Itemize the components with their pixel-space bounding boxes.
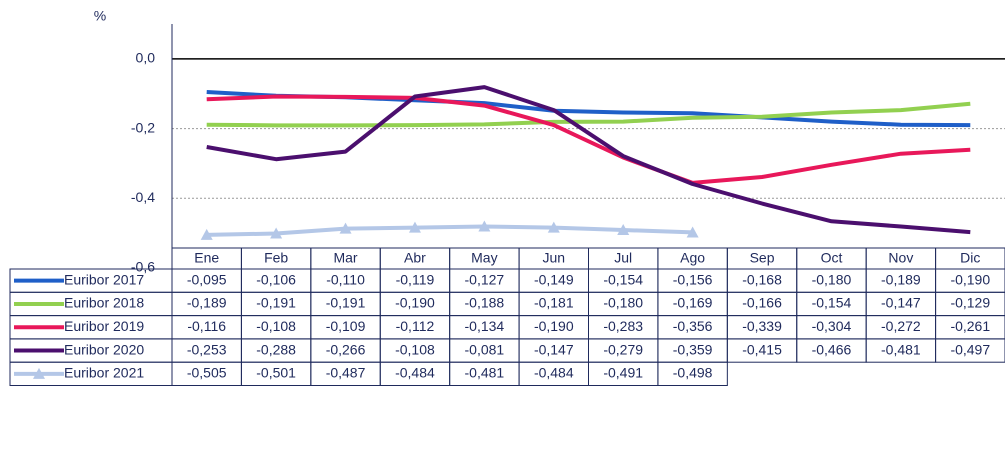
x-tick-label: Ago <box>680 250 705 266</box>
table-value: -0,498 <box>673 365 713 381</box>
table-value: -0,147 <box>881 295 921 311</box>
table-value: -0,266 <box>326 341 366 357</box>
table-value: -0,190 <box>395 295 435 311</box>
x-tick-label: Mar <box>333 250 357 266</box>
table-value: -0,283 <box>603 318 643 334</box>
table-value: -0,095 <box>187 271 227 287</box>
series-marker <box>408 221 421 233</box>
y-tick-label: -0,4 <box>131 189 155 205</box>
table-value: -0,189 <box>187 295 227 311</box>
table-value: -0,112 <box>396 318 435 334</box>
table-value: -0,356 <box>673 318 713 334</box>
x-tick-label: Ene <box>194 250 219 266</box>
x-tick-label: Abr <box>404 250 426 266</box>
legend-label: Euribor 2018 <box>64 295 144 311</box>
table-value: -0,166 <box>742 295 782 311</box>
table-value: -0,127 <box>465 271 505 287</box>
table-value: -0,339 <box>742 318 782 334</box>
table-value: -0,497 <box>950 341 990 357</box>
table-value: -0,272 <box>881 318 921 334</box>
legend-label: Euribor 2019 <box>64 318 144 334</box>
table-value: -0,359 <box>673 341 713 357</box>
table-value: -0,129 <box>950 295 990 311</box>
table-value: -0,279 <box>603 341 643 357</box>
table-value: -0,253 <box>187 341 227 357</box>
x-tick-label: Dic <box>960 250 980 266</box>
table-value: -0,181 <box>534 295 574 311</box>
table-value: -0,156 <box>673 271 713 287</box>
table-value: -0,116 <box>187 318 226 334</box>
series-marker <box>686 226 699 238</box>
series-marker <box>270 227 283 239</box>
x-tick-label: May <box>471 250 497 266</box>
table-value: -0,189 <box>881 271 921 287</box>
series-line <box>206 101 971 128</box>
table-value: -0,147 <box>534 341 574 357</box>
table-value: -0,190 <box>950 271 990 287</box>
table-cell <box>657 361 728 387</box>
y-axis-label: % <box>94 8 106 24</box>
x-tick-label: Jun <box>543 250 566 266</box>
series-marker <box>200 228 213 240</box>
table-value: -0,119 <box>396 271 435 287</box>
table-value: -0,501 <box>256 365 296 381</box>
legend-marker <box>33 367 45 379</box>
table-value: -0,481 <box>465 365 505 381</box>
series-marker <box>339 222 352 234</box>
table-value: -0,505 <box>187 365 227 381</box>
y-tick-label: -0,2 <box>131 119 155 135</box>
table-value: -0,169 <box>673 295 713 311</box>
series-line <box>206 85 971 235</box>
table-value: -0,154 <box>812 295 852 311</box>
legend-label: Euribor 2017 <box>64 271 144 287</box>
table-value: -0,154 <box>603 271 643 287</box>
table-value: -0,190 <box>534 318 574 334</box>
table-value: -0,491 <box>603 365 643 381</box>
series-marker <box>547 221 560 233</box>
x-tick-label: Nov <box>888 250 913 266</box>
table-value: -0,108 <box>256 318 296 334</box>
table-value: -0,134 <box>465 318 505 334</box>
table-value: -0,191 <box>326 295 366 311</box>
table-value: -0,081 <box>465 341 505 357</box>
x-tick-label: Sep <box>750 250 775 266</box>
table-value: -0,108 <box>395 341 435 357</box>
table-value: -0,288 <box>256 341 296 357</box>
table-value: -0,188 <box>465 295 505 311</box>
legend-label: Euribor 2021 <box>64 365 144 381</box>
table-value: -0,109 <box>326 318 366 334</box>
table-value: -0,191 <box>256 295 296 311</box>
table-value: -0,481 <box>881 341 921 357</box>
table-value: -0,261 <box>950 318 990 334</box>
y-tick-label: -0,6 <box>131 259 155 275</box>
legend-label: Euribor 2020 <box>64 341 144 357</box>
x-tick-label: Oct <box>821 250 843 266</box>
table-value: -0,466 <box>812 341 852 357</box>
x-tick-label: Jul <box>614 250 632 266</box>
y-tick-label: 0,0 <box>136 50 156 66</box>
table-value: -0,484 <box>534 365 574 381</box>
x-tick-label: Feb <box>264 250 288 266</box>
series-line <box>206 224 693 237</box>
table-value: -0,168 <box>742 271 782 287</box>
table-value: -0,487 <box>326 365 366 381</box>
table-value: -0,106 <box>256 271 296 287</box>
table-value: -0,304 <box>812 318 852 334</box>
table-value: -0,484 <box>395 365 435 381</box>
series-marker <box>617 224 630 236</box>
table-value: -0,149 <box>534 271 574 287</box>
table-value: -0,180 <box>812 271 852 287</box>
table-value: -0,110 <box>326 271 365 287</box>
series-marker <box>478 220 491 232</box>
table-value: -0,180 <box>603 295 643 311</box>
series-line <box>206 94 971 185</box>
table-value: -0,415 <box>742 341 782 357</box>
